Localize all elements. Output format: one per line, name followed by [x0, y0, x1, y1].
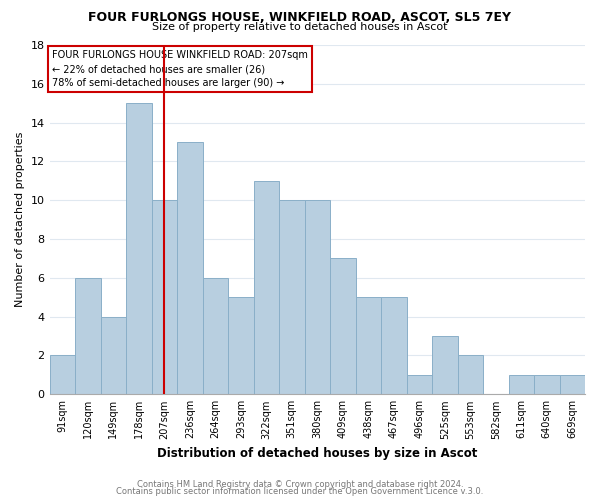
- Bar: [152, 200, 177, 394]
- Bar: [356, 298, 381, 394]
- Y-axis label: Number of detached properties: Number of detached properties: [15, 132, 25, 308]
- Bar: [279, 200, 305, 394]
- Bar: [254, 181, 279, 394]
- Bar: [381, 298, 407, 394]
- Text: Contains HM Land Registry data © Crown copyright and database right 2024.: Contains HM Land Registry data © Crown c…: [137, 480, 463, 489]
- X-axis label: Distribution of detached houses by size in Ascot: Distribution of detached houses by size …: [157, 447, 478, 460]
- Bar: [75, 278, 101, 394]
- Bar: [458, 356, 483, 395]
- Text: Contains public sector information licensed under the Open Government Licence v.: Contains public sector information licen…: [116, 487, 484, 496]
- Bar: [330, 258, 356, 394]
- Text: FOUR FURLONGS HOUSE, WINKFIELD ROAD, ASCOT, SL5 7EY: FOUR FURLONGS HOUSE, WINKFIELD ROAD, ASC…: [89, 11, 511, 24]
- Text: Size of property relative to detached houses in Ascot: Size of property relative to detached ho…: [152, 22, 448, 32]
- Bar: [101, 316, 126, 394]
- Bar: [50, 356, 75, 395]
- Bar: [534, 375, 560, 394]
- Text: FOUR FURLONGS HOUSE WINKFIELD ROAD: 207sqm
← 22% of detached houses are smaller : FOUR FURLONGS HOUSE WINKFIELD ROAD: 207s…: [52, 50, 308, 88]
- Bar: [203, 278, 228, 394]
- Bar: [509, 375, 534, 394]
- Bar: [177, 142, 203, 395]
- Bar: [407, 375, 432, 394]
- Bar: [560, 375, 585, 394]
- Bar: [305, 200, 330, 394]
- Bar: [126, 103, 152, 395]
- Bar: [228, 298, 254, 394]
- Bar: [432, 336, 458, 394]
